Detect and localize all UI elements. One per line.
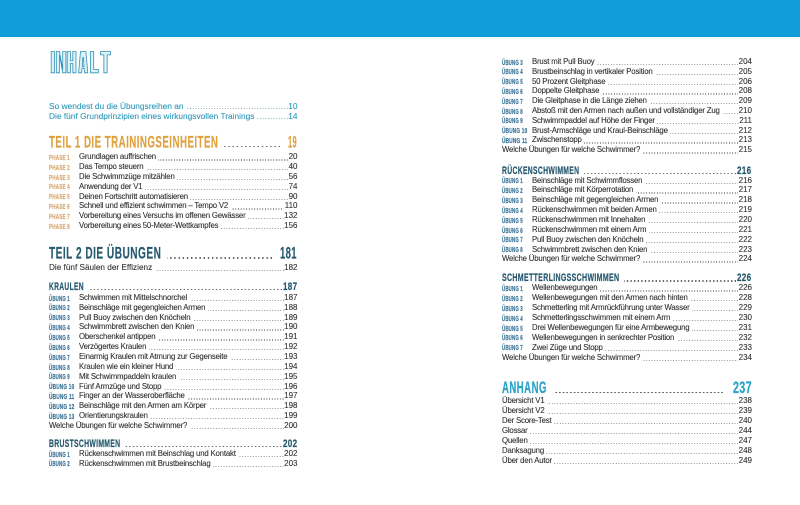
svg-text:ÜBUNG 3: ÜBUNG 3 xyxy=(49,313,70,322)
svg-text:ÜBUNG 5: ÜBUNG 5 xyxy=(49,333,70,342)
svg-text:ÜBUNG 7: ÜBUNG 7 xyxy=(502,235,523,244)
svg-text:PHASE 6: PHASE 6 xyxy=(49,202,70,211)
svg-text:SCHMETTERLINGSSCHWIMMEN: SCHMETTERLINGSSCHWIMMEN xyxy=(502,272,619,284)
svg-text:ÜBUNG 6: ÜBUNG 6 xyxy=(502,87,523,96)
svg-text:187: 187 xyxy=(283,281,297,293)
svg-text:ÜBUNG 4: ÜBUNG 4 xyxy=(502,67,523,76)
svg-text:ÜBUNG 8: ÜBUNG 8 xyxy=(502,106,523,115)
svg-text:ANHANG: ANHANG xyxy=(502,378,547,397)
svg-text:ÜBUNG 5: ÜBUNG 5 xyxy=(502,77,523,86)
svg-text:ÜBUNG 8: ÜBUNG 8 xyxy=(49,362,70,371)
svg-text:PHASE 3: PHASE 3 xyxy=(49,172,70,181)
svg-text:ÜBUNG 6: ÜBUNG 6 xyxy=(502,225,523,234)
svg-text:ÜBUNG 1: ÜBUNG 1 xyxy=(502,284,523,293)
svg-text:ÜBUNG 1: ÜBUNG 1 xyxy=(502,176,523,185)
svg-text:226: 226 xyxy=(737,272,751,284)
svg-text:ÜBUNG 2: ÜBUNG 2 xyxy=(502,186,523,195)
svg-text:ÜBUNG 1: ÜBUNG 1 xyxy=(49,293,70,302)
svg-text:ÜBUNG 9: ÜBUNG 9 xyxy=(49,372,70,381)
svg-text:ÜBUNG 13: ÜBUNG 13 xyxy=(49,412,74,421)
svg-text:PHASE 2: PHASE 2 xyxy=(49,163,70,172)
svg-text:ÜBUNG 7: ÜBUNG 7 xyxy=(502,97,523,106)
svg-text:ÜBUNG 3: ÜBUNG 3 xyxy=(502,196,523,205)
svg-text:ÜBUNG 4: ÜBUNG 4 xyxy=(49,323,70,332)
svg-text:ÜBUNG 5: ÜBUNG 5 xyxy=(502,323,523,332)
svg-text:BRUSTSCHWIMMEN: BRUSTSCHWIMMEN xyxy=(49,438,120,450)
svg-text:216: 216 xyxy=(737,165,751,177)
svg-text:ÜBUNG 10: ÜBUNG 10 xyxy=(49,382,74,391)
svg-text:ÜBUNG 1: ÜBUNG 1 xyxy=(49,449,70,458)
svg-text:TEIL 1 DIE TRAININGSEINHEITEN: TEIL 1 DIE TRAININGSEINHEITEN xyxy=(49,132,218,151)
svg-text:ÜBUNG 10: ÜBUNG 10 xyxy=(502,126,527,135)
svg-text:ÜBUNG 6: ÜBUNG 6 xyxy=(502,333,523,342)
svg-text:PHASE 4: PHASE 4 xyxy=(49,182,70,191)
svg-text:PHASE 5: PHASE 5 xyxy=(49,192,70,201)
svg-text:KRAULEN: KRAULEN xyxy=(49,281,84,293)
svg-text:ÜBUNG 5: ÜBUNG 5 xyxy=(502,215,523,224)
svg-text:ÜBUNG 2: ÜBUNG 2 xyxy=(502,294,523,303)
svg-text:ÜBUNG 2: ÜBUNG 2 xyxy=(49,303,70,312)
svg-text:ÜBUNG 11: ÜBUNG 11 xyxy=(502,136,528,145)
svg-text:237: 237 xyxy=(733,378,752,397)
svg-text:181: 181 xyxy=(280,243,297,262)
svg-text:ÜBUNG 6: ÜBUNG 6 xyxy=(49,343,70,352)
svg-text:ÜBUNG 9: ÜBUNG 9 xyxy=(502,116,523,125)
svg-text:ÜBUNG 7: ÜBUNG 7 xyxy=(502,343,523,352)
svg-text:ÜBUNG 2: ÜBUNG 2 xyxy=(49,459,70,468)
svg-text:ÜBUNG 12: ÜBUNG 12 xyxy=(49,402,74,411)
svg-text:RÜCKENSCHWIMMEN: RÜCKENSCHWIMMEN xyxy=(502,164,579,177)
svg-text:PHASE 8: PHASE 8 xyxy=(49,222,70,231)
svg-text:PHASE 7: PHASE 7 xyxy=(49,212,70,221)
svg-text:19: 19 xyxy=(288,132,297,151)
svg-text:TEIL 2 DIE ÜBUNGEN: TEIL 2 DIE ÜBUNGEN xyxy=(49,243,161,262)
svg-text:ÜBUNG 8: ÜBUNG 8 xyxy=(502,245,523,254)
svg-text:ÜBUNG 4: ÜBUNG 4 xyxy=(502,313,523,322)
svg-text:202: 202 xyxy=(283,438,297,450)
svg-text:PHASE 1: PHASE 1 xyxy=(49,153,70,162)
svg-text:ÜBUNG 4: ÜBUNG 4 xyxy=(502,206,523,215)
svg-text:ÜBUNG 11: ÜBUNG 11 xyxy=(49,392,75,401)
svg-text:ÜBUNG 7: ÜBUNG 7 xyxy=(49,352,70,361)
svg-text:ÜBUNG 3: ÜBUNG 3 xyxy=(502,57,523,66)
svg-text:ÜBUNG 3: ÜBUNG 3 xyxy=(502,304,523,313)
